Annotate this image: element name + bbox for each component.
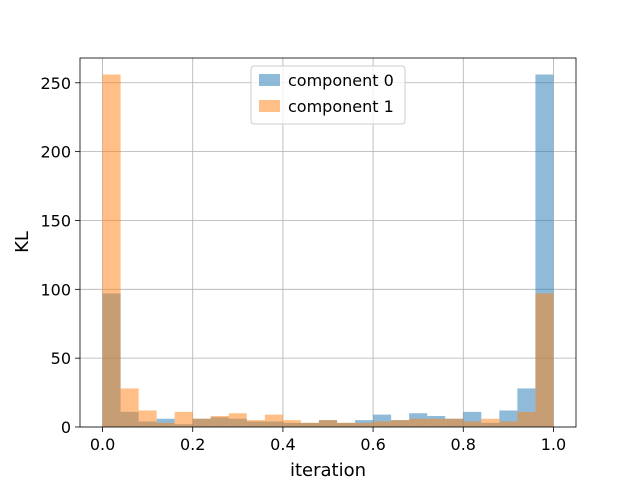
bar-series-1-bin-5 (192, 418, 211, 427)
y-tick-label-1: 50 (51, 349, 71, 368)
y-tick-label-3: 150 (40, 211, 71, 230)
bar-series-1-bin-23 (517, 411, 536, 427)
plot-frame (79, 57, 577, 428)
bar-series-1-bin-17 (409, 418, 428, 427)
bar-series-1-bin-16 (391, 420, 410, 427)
bar-series-1-bin-18 (427, 418, 446, 427)
bar-series-1-bin-13 (337, 422, 356, 427)
bars (102, 74, 554, 427)
bar-series-1-bin-7 (228, 413, 247, 427)
bar-series-1-bin-14 (355, 422, 374, 427)
bar-series-1-bin-2 (138, 410, 157, 427)
bar-series-1-bin-11 (300, 422, 319, 427)
x-axis-label: iteration (290, 460, 366, 480)
bar-series-1-bin-12 (318, 420, 338, 427)
axis-ticks: 0.0 0.2 0.4 0.6 0.8 1.0 0 50 100 150 200 250 (40, 74, 566, 454)
bar-series-1-bin-3 (156, 422, 175, 427)
x-tick-label-5: 1.0 (541, 435, 566, 454)
x-tick-label-0: 0.0 (90, 435, 115, 454)
legend-label-component-0: component 0 (288, 71, 394, 90)
x-tick-label-3: 0.6 (360, 435, 385, 454)
bar-series-1-bin-24 (535, 293, 554, 427)
bar-series-1-bin-20 (463, 421, 482, 427)
y-tick-label-2: 100 (40, 280, 71, 299)
legend-swatch-component-1 (259, 100, 280, 112)
legend-swatch-component-0 (259, 74, 280, 86)
y-tick-label-5: 250 (40, 74, 71, 93)
legend-box (250, 65, 406, 125)
y-tick-label-0: 0 (61, 418, 71, 437)
x-tick-label-1: 0.2 (180, 435, 205, 454)
x-tick-label-2: 0.4 (270, 435, 295, 454)
bar-series-0-bin-3 (156, 418, 175, 427)
bar-series-1-bin-21 (481, 418, 500, 427)
x-tick-label-4: 0.8 (451, 435, 476, 454)
bar-series-1-bin-10 (282, 420, 301, 427)
bar-series-1-bin-9 (264, 414, 283, 427)
bar-series-1-bin-15 (373, 421, 392, 427)
bar-series-1-bin-4 (174, 411, 193, 427)
bar-series-1-bin-22 (499, 421, 518, 427)
bar-series-1-bin-8 (246, 420, 265, 427)
bar-series-1-bin-1 (120, 388, 139, 427)
y-axis-label: KL (12, 231, 33, 253)
bar-series-1-bin-0 (102, 74, 121, 427)
y-tick-label-4: 200 (40, 143, 71, 162)
bar-series-1-bin-19 (445, 418, 464, 427)
bar-series-1-bin-6 (210, 415, 229, 427)
legend-label-component-1: component 1 (288, 97, 394, 116)
legend: component 0 component 1 (250, 65, 406, 125)
